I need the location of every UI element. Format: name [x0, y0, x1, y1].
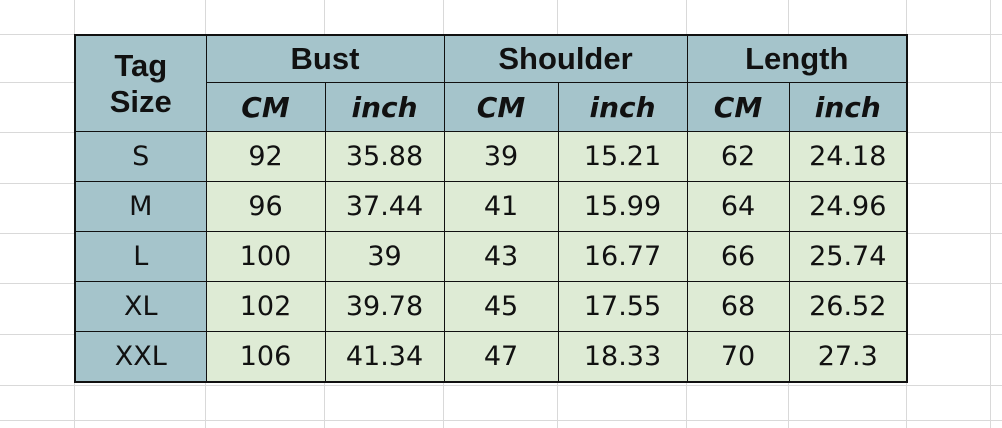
tag-size-header: Tag Size — [74, 34, 207, 132]
table-row: L 100 39 43 16.77 66 25.74 — [74, 231, 908, 282]
unit-header: CM — [443, 82, 559, 132]
length-header: Length — [686, 34, 908, 83]
table-row: XL 102 39.78 45 17.55 68 26.52 — [74, 281, 908, 332]
value-cell: 64 — [686, 181, 790, 232]
value-cell: 15.99 — [557, 181, 688, 232]
size-chart-table: Tag Size Bust Shoulder Length CM inch CM inc… — [74, 34, 908, 383]
value-cell: 26.52 — [788, 281, 908, 332]
tag-label: Tag — [114, 47, 168, 83]
value-cell: 37.44 — [324, 181, 445, 232]
value-cell: 70 — [686, 331, 790, 383]
unit-header: CM — [686, 82, 790, 132]
value-cell: 43 — [443, 231, 559, 282]
table-row: XXL 106 41.34 47 18.33 70 27.3 — [74, 331, 908, 383]
size-cell: L — [74, 231, 207, 282]
size-cell: XXL — [74, 331, 207, 383]
value-cell: 45 — [443, 281, 559, 332]
table-row: S 92 35.88 39 15.21 62 24.18 — [74, 131, 908, 182]
value-cell: 17.55 — [557, 281, 688, 332]
value-cell: 24.18 — [788, 131, 908, 182]
value-cell: 25.74 — [788, 231, 908, 282]
value-cell: 47 — [443, 331, 559, 383]
table-row: M 96 37.44 41 15.99 64 24.96 — [74, 181, 908, 232]
value-cell: 15.21 — [557, 131, 688, 182]
value-cell: 68 — [686, 281, 790, 332]
unit-header: inch — [788, 82, 908, 132]
value-cell: 92 — [205, 131, 326, 182]
value-cell: 102 — [205, 281, 326, 332]
value-cell: 100 — [205, 231, 326, 282]
shoulder-header: Shoulder — [443, 34, 688, 83]
size-cell: M — [74, 181, 207, 232]
value-cell: 16.77 — [557, 231, 688, 282]
value-cell: 18.33 — [557, 331, 688, 383]
value-cell: 41 — [443, 181, 559, 232]
value-cell: 24.96 — [788, 181, 908, 232]
value-cell: 96 — [205, 181, 326, 232]
value-cell: 35.88 — [324, 131, 445, 182]
unit-header: CM — [205, 82, 326, 132]
bust-header: Bust — [205, 34, 445, 83]
value-cell: 106 — [205, 331, 326, 383]
value-cell: 66 — [686, 231, 790, 282]
size-label: Size — [109, 83, 172, 119]
unit-header: inch — [324, 82, 445, 132]
value-cell: 39 — [443, 131, 559, 182]
value-cell: 39.78 — [324, 281, 445, 332]
value-cell: 62 — [686, 131, 790, 182]
size-cell: S — [74, 131, 207, 182]
value-cell: 41.34 — [324, 331, 445, 383]
value-cell: 27.3 — [788, 331, 908, 383]
value-cell: 39 — [324, 231, 445, 282]
size-cell: XL — [74, 281, 207, 332]
unit-header: inch — [557, 82, 688, 132]
